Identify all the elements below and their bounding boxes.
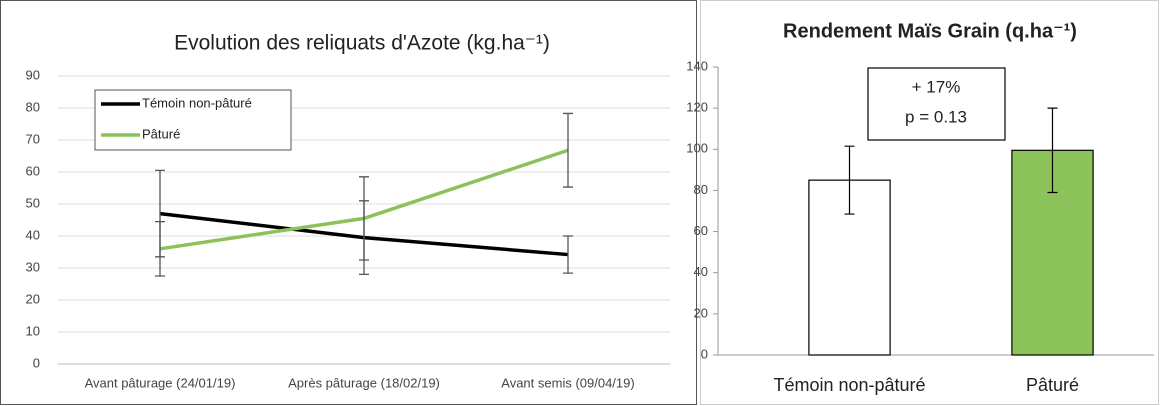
y-tick-label: 120 [686, 100, 708, 115]
chart-title: Evolution des reliquats d'Azote (kg.ha⁻¹… [174, 32, 550, 55]
legend-box [94, 89, 292, 151]
annotation: + 17% [912, 77, 961, 96]
x-tick-label: Après pâturage (18/02/19) [288, 375, 440, 390]
left-panel [0, 0, 697, 405]
y-tick-label: 100 [686, 141, 708, 156]
error-bar [359, 176, 369, 261]
error-bar [563, 112, 573, 188]
y-tick-label: 60 [694, 223, 708, 238]
annotation-box [867, 67, 1006, 141]
y-tick-label: 10 [26, 323, 40, 338]
y-tick-label: 70 [26, 131, 40, 146]
error-bar [844, 145, 855, 215]
error-bar [155, 220, 165, 277]
y-tick-label: 0 [701, 346, 708, 361]
y-tick-label: 50 [26, 195, 40, 210]
x-tick-label: Avant pâturage (24/01/19) [85, 375, 236, 390]
y-tick-label: 20 [694, 305, 708, 320]
x-tick-label: Témoin non-pâturé [773, 375, 925, 395]
x-tick-label: Avant semis (09/04/19) [501, 375, 634, 390]
error-bar [1047, 107, 1058, 194]
annotation: p = 0.13 [905, 107, 967, 126]
y-tick-label: 80 [26, 99, 40, 114]
legend-label: Pâturé [142, 126, 180, 141]
y-tick-label: 0 [33, 355, 40, 370]
y-tick-label: 60 [26, 163, 40, 178]
y-tick-label: 140 [686, 58, 708, 73]
legend-label: Témoin non-pâturé [142, 95, 252, 110]
chart-title: Rendement Maïs Grain (q.ha⁻¹) [783, 20, 1077, 42]
y-tick-label: 90 [26, 67, 40, 82]
y-tick-label: 20 [26, 291, 40, 306]
y-tick-label: 40 [26, 227, 40, 242]
y-tick-label: 40 [694, 264, 708, 279]
y-tick-label: 80 [694, 182, 708, 197]
error-bar [563, 235, 573, 274]
x-tick-label: Pâturé [1026, 375, 1079, 395]
y-tick-label: 30 [26, 259, 40, 274]
